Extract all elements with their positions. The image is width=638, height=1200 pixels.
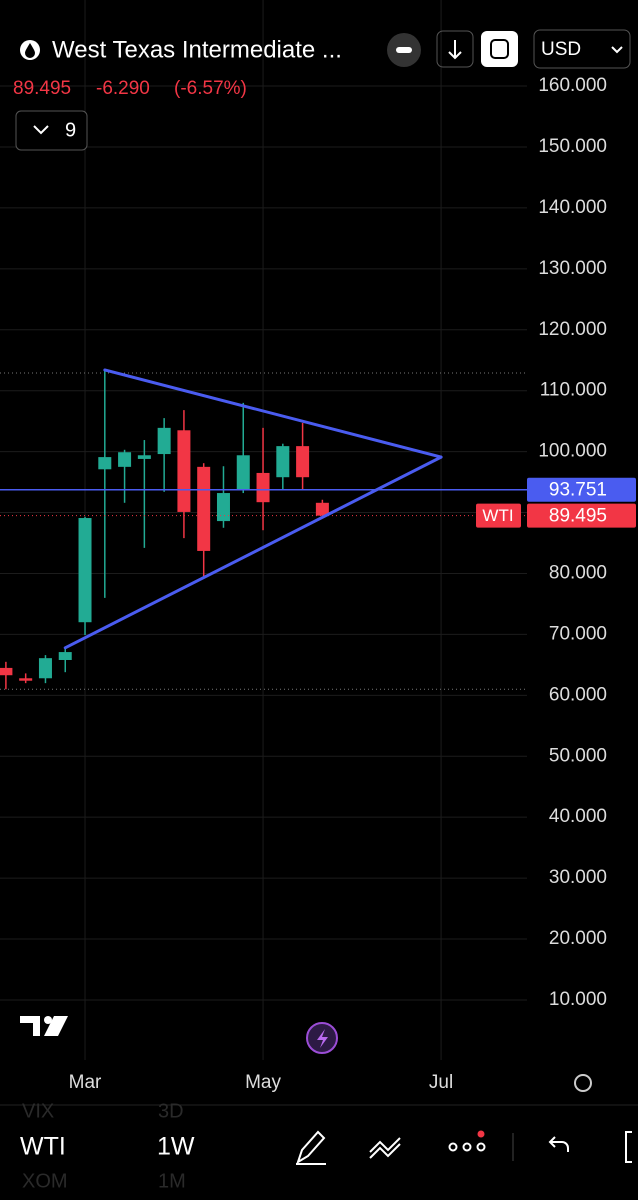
settings-icon[interactable] <box>574 1074 592 1092</box>
y-tick-label: 70.000 <box>549 623 607 644</box>
undo-button[interactable] <box>548 1136 569 1152</box>
more-dot <box>476 1142 486 1152</box>
y-tick-label: 80.000 <box>549 562 607 583</box>
candle-body <box>38 658 52 679</box>
y-tick-label: 120.000 <box>538 319 607 340</box>
y-tick-label: 130.000 <box>538 258 607 279</box>
ghost-symbol: VIX <box>22 1100 54 1122</box>
x-tick-label: Mar <box>69 1072 102 1093</box>
last-price-label: 89.495 <box>549 506 607 527</box>
y-tick-label: 140.000 <box>538 197 607 218</box>
y-tick-label: 100.000 <box>538 441 607 462</box>
tv-logo-dot <box>44 1016 52 1024</box>
candle-body <box>58 652 72 660</box>
notification-dot <box>477 1130 485 1138</box>
candle-body <box>216 493 230 522</box>
last-price: 89.495 <box>13 78 71 99</box>
candle-body <box>315 502 329 516</box>
x-tick-label: Jul <box>429 1072 453 1093</box>
trendline <box>103 368 443 459</box>
y-tick-label: 110.000 <box>540 380 607 401</box>
x-tick-label: May <box>245 1072 281 1093</box>
ghost-interval: 3D <box>158 1100 184 1122</box>
y-tick-label: 30.000 <box>549 867 607 888</box>
chart-title: West Texas Intermediate ... <box>52 36 342 63</box>
draw-tool[interactable] <box>296 1130 326 1165</box>
price-change: -6.290 <box>96 78 150 99</box>
candle-body <box>177 430 191 512</box>
candle-body <box>98 457 112 470</box>
candle-body <box>157 427 171 455</box>
y-tick-label: 40.000 <box>549 806 607 827</box>
y-tick-label: 10.000 <box>549 989 607 1010</box>
indicators-count: 9 <box>65 119 76 141</box>
candle-body <box>19 678 33 681</box>
y-tick-label: 150.000 <box>538 136 607 157</box>
indicators-caret <box>33 125 49 135</box>
down-icon <box>448 40 462 60</box>
hline-label-box <box>527 477 636 502</box>
plot: 10.000 20.000 30.000 40.000 50.000 60.000 70.0… <box>0 0 636 1093</box>
currency: USD <box>541 39 581 60</box>
down-button[interactable] <box>436 30 474 68</box>
candle-body <box>236 455 250 491</box>
candle-body <box>197 466 211 551</box>
more-dot[interactable] <box>448 1142 458 1152</box>
drop-icon <box>25 43 35 58</box>
tv-logo <box>20 1016 68 1036</box>
interval-picker[interactable]: 1W <box>157 1133 195 1161</box>
candle-body <box>78 518 92 623</box>
y-tick-label: 160.000 <box>538 75 607 96</box>
last-price-tag: WTI <box>482 506 513 525</box>
ghost-interval: 1M <box>158 1170 186 1192</box>
hline-label: 93.751 <box>549 480 607 501</box>
minimize-icon <box>396 47 412 53</box>
currency-caret <box>611 46 623 54</box>
y-tick-label: 50.000 <box>549 745 607 766</box>
candle-body <box>256 472 270 503</box>
y-tick-label: 60.000 <box>549 684 607 705</box>
ghost-symbol: XOM <box>22 1170 68 1192</box>
fullscreen-button[interactable] <box>625 1131 632 1163</box>
indicators-button[interactable] <box>15 110 88 151</box>
trendline <box>63 455 443 650</box>
symbol-picker[interactable]: WTI <box>20 1133 66 1161</box>
price-change-pct: (-6.57%) <box>174 78 247 99</box>
more-dot <box>462 1142 472 1152</box>
candle-body <box>276 446 290 478</box>
candle-body <box>0 667 13 676</box>
candle-body <box>137 455 151 459</box>
last-price-tag-box <box>476 503 521 528</box>
candle-body <box>296 446 310 478</box>
toggle-button[interactable] <box>481 31 518 67</box>
y-tick-label: 20.000 <box>549 928 607 949</box>
lightning-icon <box>317 1029 328 1048</box>
toggle-icon <box>490 39 509 59</box>
last-price-box <box>527 503 636 528</box>
currency-select[interactable] <box>533 29 631 69</box>
candle-body <box>118 452 132 467</box>
compare-tool[interactable] <box>369 1137 401 1159</box>
